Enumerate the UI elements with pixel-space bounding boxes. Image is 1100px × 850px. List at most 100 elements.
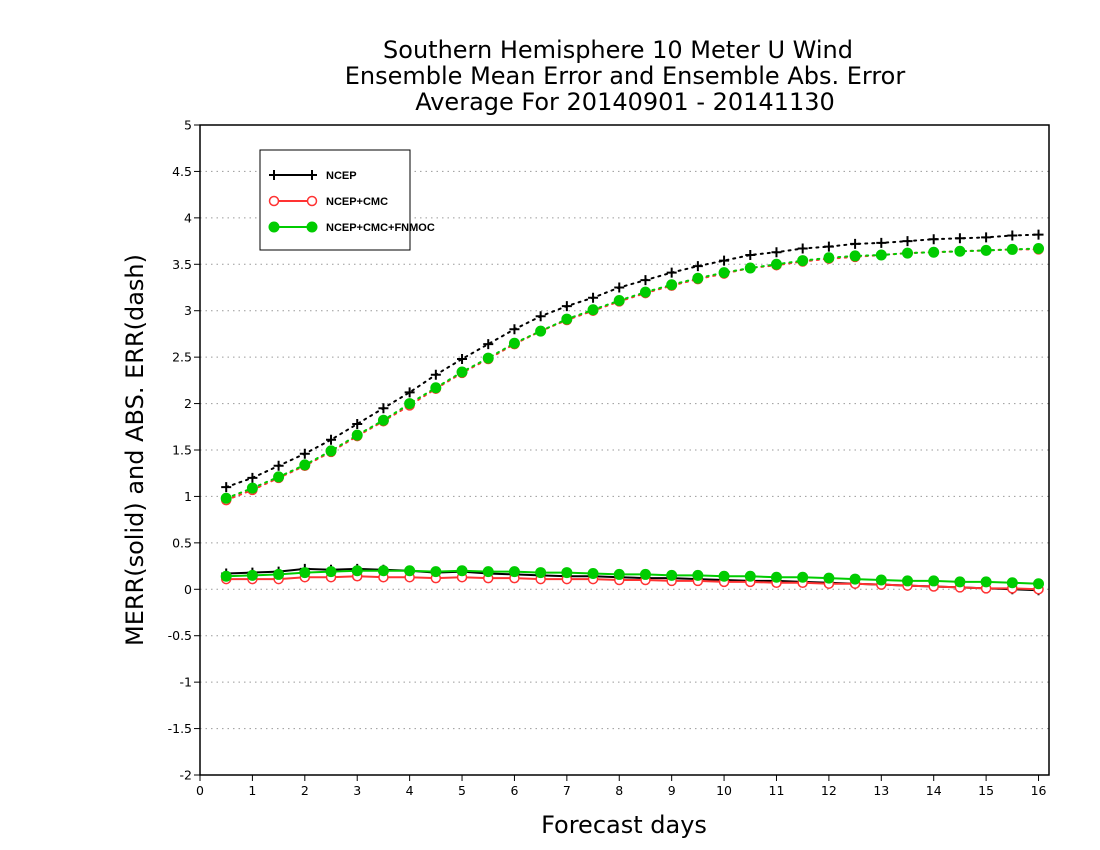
legend-marker-start <box>268 221 280 233</box>
mean-err-point <box>456 565 468 577</box>
x-tick-label: 3 <box>353 783 361 798</box>
abs-err-point <box>850 238 861 249</box>
abs-err-point <box>325 445 337 457</box>
abs-err-point <box>430 369 441 380</box>
abs-err-point <box>640 275 651 286</box>
abs-err-point <box>849 250 861 262</box>
mean-err-point <box>823 572 835 584</box>
y-tick-label: 0.5 <box>172 535 192 550</box>
mean-err-point <box>613 568 625 580</box>
abs-err-point <box>273 460 284 471</box>
mean-err-point <box>325 566 337 578</box>
mean-err-point <box>666 569 678 581</box>
x-tick-label: 6 <box>510 783 518 798</box>
y-tick-label: 5 <box>184 118 192 133</box>
abs-err-point <box>457 354 468 364</box>
y-tick-label: 4.5 <box>172 164 192 179</box>
abs-err-point <box>587 304 599 316</box>
abs-err-point <box>1007 230 1018 241</box>
legend-item-ncep-cmc-fnmoc: NCEP+CMC+FNMOC <box>268 221 435 234</box>
x-tick-label: 5 <box>458 783 466 798</box>
abs-err-line-ncep-cmc <box>225 248 1040 502</box>
y-tick-label: 1.5 <box>172 443 192 458</box>
mean-err-point <box>508 566 520 578</box>
mean-err-point <box>587 568 599 579</box>
abs-err-point <box>770 258 782 270</box>
abs-err-point <box>1033 243 1045 254</box>
mean-err-point <box>430 566 442 578</box>
abs-err-point <box>508 337 520 349</box>
chart-title: Southern Hemisphere 10 Meter U Wind Ense… <box>345 36 906 116</box>
abs-err-point <box>378 403 389 414</box>
legend-label: NCEP <box>326 170 357 182</box>
x-tick-label: 8 <box>615 783 623 798</box>
x-axis-ticks: 0 1 2 3 4 5 6 7 8 9 10 11 12 13 14 15 16 <box>196 775 1047 798</box>
legend-marker-start <box>269 170 279 180</box>
x-tick-label: 13 <box>873 783 889 798</box>
abs-err-point <box>744 262 756 274</box>
mean-err-point <box>561 567 573 579</box>
legend-label: NCEP+CMC <box>326 196 388 208</box>
mean-err-point <box>875 574 887 586</box>
x-tick-label: 10 <box>716 783 732 798</box>
abs-err-point <box>246 482 258 494</box>
series-ncep <box>221 229 1044 596</box>
mean-err-point <box>299 567 311 579</box>
abs-err-point <box>351 429 363 441</box>
abs-err-point <box>1033 229 1044 240</box>
x-tick-label: 16 <box>1031 783 1047 798</box>
abs-err-point <box>981 232 992 243</box>
x-tick-label: 12 <box>821 783 837 798</box>
abs-err-point <box>273 471 285 483</box>
abs-err-point <box>456 366 468 378</box>
abs-err-point <box>719 255 730 266</box>
x-tick-label: 7 <box>563 783 571 798</box>
gridlines <box>200 170 1049 730</box>
abs-err-point <box>639 286 651 298</box>
mean-err-point <box>246 569 258 581</box>
mean-err-point <box>1033 578 1045 590</box>
abs-err-point <box>718 267 730 279</box>
legend-marker-end <box>306 221 318 233</box>
mean-err-point <box>928 575 940 587</box>
abs-err-point <box>902 236 913 247</box>
abs-err-point <box>666 267 677 278</box>
abs-err-point <box>220 492 232 504</box>
x-tick-label: 0 <box>196 783 204 798</box>
mean-err-point <box>404 565 416 577</box>
abs-err-point <box>404 387 415 398</box>
legend-marker-end <box>306 195 318 207</box>
mean-err-point <box>954 576 966 588</box>
chart-title-line-1: Southern Hemisphere 10 Meter U Wind <box>383 36 853 64</box>
abs-err-point <box>980 244 992 256</box>
abs-err-point <box>876 237 887 248</box>
abs-err-point <box>535 325 547 337</box>
y-tick-label: -2 <box>180 768 192 783</box>
chart-title-line-3: Average For 20140901 - 20141130 <box>415 88 835 116</box>
abs-err-point <box>902 247 913 259</box>
mean-err-point <box>639 568 651 580</box>
abs-err-point <box>247 472 258 483</box>
x-tick-label: 4 <box>406 783 414 798</box>
abs-err-point <box>221 482 232 493</box>
y-tick-label: -0.5 <box>168 628 192 643</box>
y-axis-label: MERR(solid) and ABS. ERR(dash) <box>121 254 149 646</box>
abs-err-point <box>928 246 940 258</box>
abs-err-point <box>928 234 939 245</box>
abs-err-line-ncep <box>225 233 1040 489</box>
abs-err-point <box>404 398 416 410</box>
x-tick-label: 1 <box>248 783 256 798</box>
legend-item-ncep: NCEP <box>269 170 357 182</box>
y-axis-ticks: -2 -1.5 -1 -0.5 0 0.5 1 1.5 2 2.5 3 3.5 4 4.5 5 <box>168 118 200 783</box>
x-tick-label: 9 <box>668 783 676 798</box>
abs-err-point <box>377 414 389 426</box>
mean-err-point <box>220 570 232 582</box>
mean-err-point <box>744 570 756 582</box>
x-tick-label: 2 <box>301 783 309 798</box>
legend-label: NCEP+CMC+FNMOC <box>326 222 435 234</box>
y-tick-label: 3 <box>184 303 192 318</box>
y-tick-label: 4 <box>184 210 192 225</box>
x-tick-label: 14 <box>926 783 942 798</box>
abs-err-point <box>1006 243 1018 255</box>
